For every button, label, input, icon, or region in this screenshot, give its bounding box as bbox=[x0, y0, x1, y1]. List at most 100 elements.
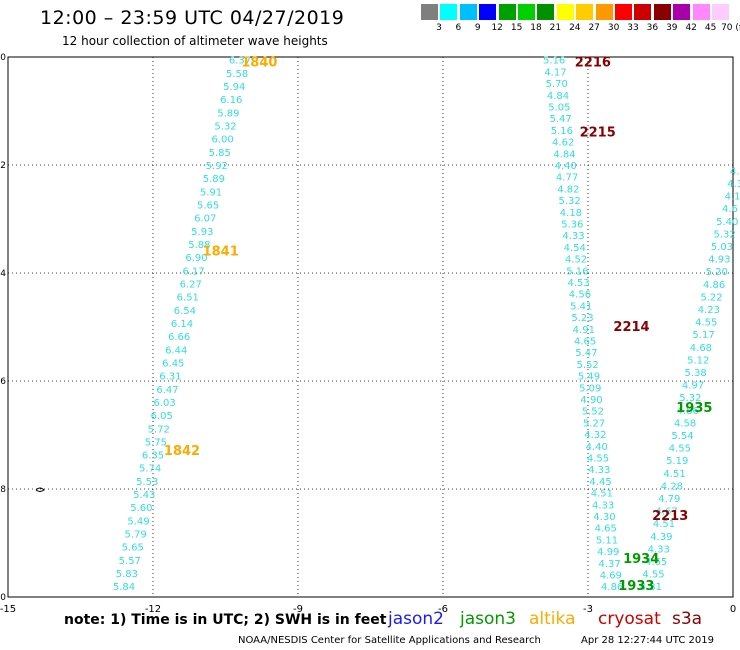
legend-swatch bbox=[498, 4, 516, 20]
legend-swatch bbox=[576, 4, 594, 20]
pass-time-label: 1840 bbox=[241, 55, 277, 70]
pass-time-label: 2213 bbox=[652, 509, 688, 524]
swh-value: 4.65 bbox=[574, 337, 596, 348]
swh-value: 6.14 bbox=[171, 319, 193, 330]
swh-value: 4.58 bbox=[674, 418, 696, 429]
legend-label: 36 bbox=[646, 23, 659, 33]
legend-label: 6 bbox=[455, 23, 462, 33]
swh-value: 5.65 bbox=[122, 543, 144, 554]
satellite-altika: altika bbox=[529, 609, 576, 629]
legend-swatch bbox=[634, 4, 652, 20]
swh-value: 5.91 bbox=[200, 187, 222, 198]
swh-value: 5.32 bbox=[214, 122, 236, 133]
swh-value: 5.89 bbox=[203, 174, 225, 185]
swh-value: 5.70 bbox=[546, 79, 568, 90]
satellite-jason2: jason2 bbox=[388, 609, 444, 629]
swh-value: 4.33 bbox=[588, 465, 610, 476]
legend-label: 21 bbox=[549, 23, 562, 33]
swh-value: 5.49 bbox=[578, 372, 600, 383]
y-tick-label: -2 bbox=[0, 161, 6, 171]
legend-swatch bbox=[692, 4, 710, 20]
legend-label: 30 bbox=[607, 23, 620, 33]
swh-value: 4.28 bbox=[661, 481, 683, 492]
swh-value: 6.31 bbox=[159, 372, 181, 383]
legend-swatch bbox=[537, 4, 555, 20]
swh-value: 5.49 bbox=[127, 516, 149, 527]
swh-value: 5.17 bbox=[692, 330, 714, 341]
swh-value: 4.84 bbox=[547, 91, 569, 102]
swh-value: 6.17 bbox=[182, 266, 204, 277]
y-tick-label: -6 bbox=[0, 377, 6, 387]
swh-value: 5.47 bbox=[575, 348, 597, 359]
swh-value: 5.32 bbox=[714, 229, 736, 240]
swh-value: 6.16 bbox=[220, 95, 242, 106]
swh-value: 5.94 bbox=[223, 82, 245, 93]
swh-value: 6.07 bbox=[194, 214, 216, 225]
timestamp: Apr 28 12:27:44 UTC 2019 bbox=[581, 635, 714, 646]
legend-label: 3 bbox=[436, 23, 442, 33]
legend-label: 70 (ft) bbox=[721, 23, 740, 33]
pass-time-label: 2216 bbox=[575, 55, 611, 70]
swh-value: 4.51 bbox=[653, 519, 675, 530]
page-title: 12:00 – 23:59 UTC 04/27/2019 bbox=[40, 7, 345, 29]
y-tick-label: -10 bbox=[0, 593, 6, 603]
swh-value: 5.75 bbox=[145, 437, 167, 448]
swh-value: 4.69 bbox=[600, 571, 622, 582]
swh-value: 4.62 bbox=[552, 138, 574, 149]
swh-value: 5.58 bbox=[226, 69, 248, 80]
swh-value: 5.32 bbox=[559, 196, 581, 207]
swh-value: 4.55 bbox=[642, 570, 664, 581]
swh-value: 5.23 bbox=[571, 313, 593, 324]
legend-label: 39 bbox=[666, 23, 678, 33]
swh-value: 4.40 bbox=[555, 161, 577, 172]
swh-value: 5.52 bbox=[582, 407, 604, 418]
swh-value: 4.67 bbox=[656, 507, 678, 518]
swh-value: 4.65 bbox=[595, 524, 617, 535]
swh-value: 4.2 bbox=[730, 166, 740, 177]
legend-swatch bbox=[421, 4, 438, 20]
pass-time-label: 1841 bbox=[203, 244, 239, 259]
swh-value: 5.52 bbox=[577, 360, 599, 371]
swh-value: 6.54 bbox=[174, 306, 196, 317]
swh-value: 4.39 bbox=[650, 532, 672, 543]
swh-value: 5.11 bbox=[596, 535, 618, 546]
swh-value: 5.88 bbox=[188, 240, 210, 251]
swh-value: 5.53 bbox=[136, 477, 158, 488]
legend-label: 42 bbox=[685, 23, 697, 33]
swh-value: 6.47 bbox=[156, 385, 178, 396]
swh-value: 6.44 bbox=[165, 345, 187, 356]
legend-label: 9 bbox=[474, 23, 481, 33]
satellite-s3a: s3a bbox=[672, 609, 703, 629]
swh-value: 5.79 bbox=[124, 530, 146, 541]
swh-value: 6.45 bbox=[162, 358, 184, 369]
swh-value: 4.99 bbox=[597, 547, 619, 558]
swh-value: 4.55 bbox=[587, 454, 609, 465]
x-tick-label: 0 bbox=[730, 604, 736, 615]
swh-value: 4.82 bbox=[557, 184, 579, 195]
swh-value: 4.86 bbox=[703, 280, 725, 291]
satellite-jason3: jason3 bbox=[460, 609, 516, 629]
map-frame bbox=[7, 56, 734, 598]
swh-value: 5.85 bbox=[209, 148, 231, 159]
swh-value: 4.86 bbox=[677, 406, 699, 417]
swh-value: 4.31 bbox=[640, 582, 662, 593]
x-tick-label: -9 bbox=[293, 604, 303, 615]
swh-value: 4.51 bbox=[663, 469, 685, 480]
swh-value: 4.51 bbox=[591, 489, 613, 500]
swh-value: 4.32 bbox=[584, 430, 606, 441]
swh-value: 4.93 bbox=[708, 255, 730, 266]
swh-value: 5.60 bbox=[130, 503, 152, 514]
swh-value: 5.72 bbox=[148, 424, 170, 435]
swh-value: 4.84 bbox=[553, 149, 575, 160]
legend-swatch bbox=[595, 4, 613, 20]
swh-value: 6.03 bbox=[153, 398, 175, 409]
swh-value: 5.05 bbox=[548, 103, 570, 114]
swh-value: 5.09 bbox=[579, 383, 601, 394]
pass-time-label: 1934 bbox=[623, 552, 659, 567]
swh-value: 4.37 bbox=[598, 559, 620, 570]
pass-time-label: 2215 bbox=[580, 126, 616, 141]
swh-value: 5.16 bbox=[551, 126, 573, 137]
footer-note: note: 1) Time is in UTC; 2) SWH is in fe… bbox=[64, 612, 387, 628]
swh-value: 5.16 bbox=[566, 266, 588, 277]
